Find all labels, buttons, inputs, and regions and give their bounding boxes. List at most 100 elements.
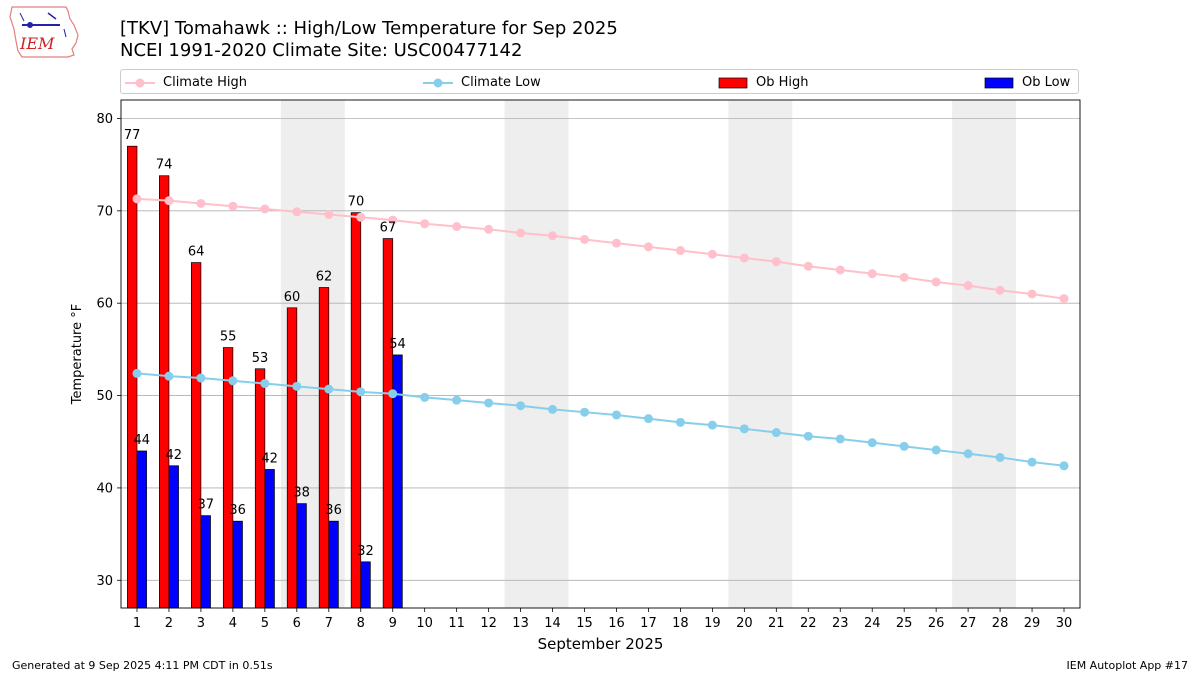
- climate-high-point: [771, 257, 781, 267]
- x-tick-label: 30: [1056, 616, 1073, 631]
- climate-low-point: [867, 438, 877, 448]
- x-tick-label: 19: [704, 616, 721, 631]
- climate-high-point: [867, 269, 877, 279]
- climate-high-point: [132, 194, 142, 204]
- climate-high-point: [388, 215, 398, 225]
- ob-high-bar: [286, 307, 298, 609]
- climate-low-point: [803, 431, 813, 441]
- climate-high-point: [739, 253, 749, 263]
- climate-high-point: [228, 201, 238, 211]
- x-tick-label: 22: [800, 616, 817, 631]
- x-tick-label: 21: [768, 616, 785, 631]
- climate-high-point: [516, 228, 526, 238]
- ob-low-label: 42: [165, 448, 182, 463]
- ob-low-bar: [328, 520, 339, 609]
- ob-low-label: 32: [357, 544, 374, 559]
- x-tick-label: 24: [864, 616, 881, 631]
- climate-high-point: [484, 224, 494, 234]
- climate-low-point: [452, 395, 462, 405]
- ob-low-label: 42: [261, 451, 278, 466]
- legend-label: Ob High: [756, 75, 809, 90]
- x-tick-label: 1: [133, 616, 141, 631]
- app-footer: IEM Autoplot App #17: [1066, 659, 1189, 672]
- x-axis-label: September 2025: [538, 635, 664, 653]
- x-tick-label: 12: [480, 616, 497, 631]
- x-tick-label: 29: [1024, 616, 1041, 631]
- x-tick-label: 2: [165, 616, 173, 631]
- ob-high-label: 55: [220, 330, 237, 345]
- climate-low-point: [388, 389, 398, 399]
- climate-low-point: [707, 420, 717, 430]
- legend-item: Climate Low: [423, 70, 541, 95]
- climate-low-point: [739, 424, 749, 434]
- ob-high-bar: [318, 287, 330, 609]
- climate-high-point: [452, 222, 462, 232]
- weekend-band: [504, 100, 569, 608]
- climate-high-line: [136, 197, 1065, 300]
- x-tick-label: 26: [928, 616, 945, 631]
- climate-low-point: [260, 379, 270, 389]
- legend-bar: [718, 77, 748, 88]
- climate-high-point: [995, 285, 1005, 295]
- y-axis-label: Temperature °F: [70, 304, 85, 405]
- x-tick-label: 8: [357, 616, 365, 631]
- climate-low-point: [611, 410, 621, 420]
- climate-low-point: [164, 371, 174, 381]
- climate-low-point: [771, 428, 781, 438]
- ob-low-bar: [296, 503, 307, 609]
- climate-low-point: [548, 404, 558, 414]
- ob-low-label: 36: [229, 503, 246, 518]
- climate-low-point: [196, 373, 206, 383]
- ob-low-bar: [232, 520, 243, 609]
- climate-high-point: [835, 265, 845, 275]
- generated-footer: Generated at 9 Sep 2025 4:11 PM CDT in 0…: [12, 659, 273, 672]
- y-tick-label: 80: [96, 112, 113, 127]
- ob-high-label: 74: [156, 158, 173, 173]
- climate-low-point: [931, 445, 941, 455]
- x-tick-label: 16: [608, 616, 625, 631]
- legend-bar: [984, 77, 1014, 88]
- climate-high-point: [420, 219, 430, 229]
- logo-text: IEM: [19, 34, 55, 53]
- ob-high-label: 67: [380, 221, 397, 236]
- ob-low-label: 37: [197, 498, 214, 513]
- climate-high-point: [260, 204, 270, 214]
- climate-high-point: [643, 242, 653, 252]
- climate-low-point: [356, 387, 366, 397]
- ob-high-bar: [222, 347, 234, 609]
- climate-low-point: [292, 381, 302, 391]
- climate-high-point: [963, 281, 973, 291]
- x-tick-label: 14: [544, 616, 561, 631]
- weekend-band: [952, 100, 1017, 608]
- climate-high-point: [548, 231, 558, 241]
- x-tick-label: 4: [229, 616, 237, 631]
- y-tick-label: 30: [96, 574, 113, 589]
- climate-high-point: [292, 207, 302, 217]
- x-tick-label: 3: [197, 616, 205, 631]
- y-tick-label: 50: [96, 389, 113, 404]
- legend-swatch: [125, 78, 155, 87]
- ob-low-bar: [360, 561, 371, 609]
- climate-high-point: [580, 234, 590, 244]
- climate-low-point: [995, 452, 1005, 462]
- x-tick-label: 18: [672, 616, 689, 631]
- ob-high-label: 64: [188, 245, 205, 260]
- x-tick-label: 25: [896, 616, 913, 631]
- x-tick-label: 27: [960, 616, 977, 631]
- climate-high-point: [1059, 294, 1069, 304]
- climate-high-point: [707, 249, 717, 259]
- climate-low-point: [1027, 457, 1037, 467]
- legend: Climate High Climate Low Ob High Ob Low: [120, 69, 1079, 94]
- climate-low-point: [643, 414, 653, 424]
- weekend-band: [728, 100, 793, 608]
- ob-high-label: 70: [348, 195, 365, 210]
- x-tick-label: 17: [640, 616, 657, 631]
- climate-low-point: [516, 401, 526, 411]
- climate-low-point: [1059, 461, 1069, 471]
- ob-high-bar: [382, 238, 394, 609]
- climate-low-line: [136, 372, 1065, 467]
- plot-frame: [120, 99, 1081, 609]
- x-tick-label: 5: [261, 616, 269, 631]
- y-tick-label: 70: [96, 204, 113, 219]
